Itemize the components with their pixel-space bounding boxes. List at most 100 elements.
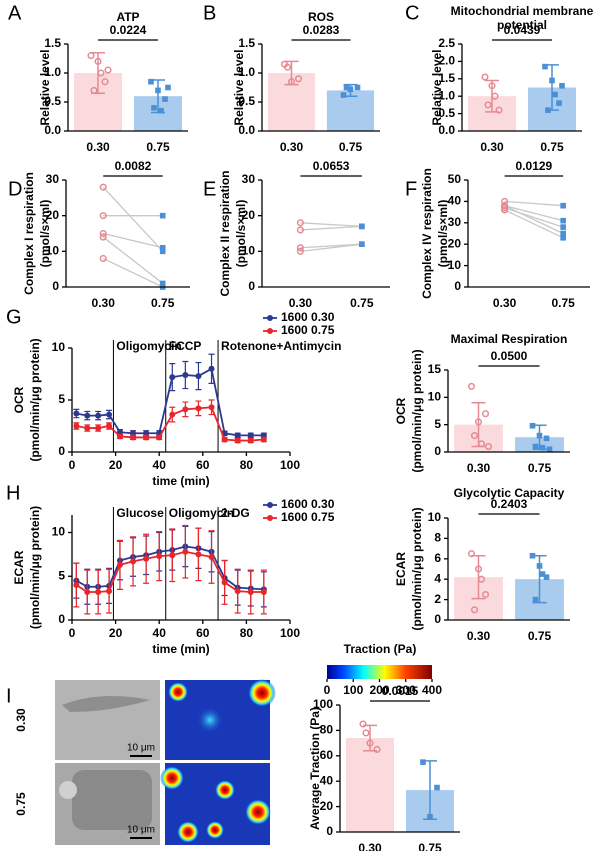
colorbar-tick-label: 200 <box>369 683 389 697</box>
y-tick-label: 60 <box>320 748 334 762</box>
y-axis-label: Complex II respiration <box>218 170 232 296</box>
data-point <box>484 101 492 109</box>
data-point <box>208 365 215 372</box>
data-point <box>143 434 150 441</box>
p-value: 0.0283 <box>303 23 340 37</box>
pair-line <box>300 225 362 231</box>
data-point <box>362 729 370 737</box>
x-tick-label: 0.30 <box>92 296 116 310</box>
data-point <box>260 589 267 595</box>
x-tick-label: 40 <box>153 626 167 640</box>
panel-letter: H <box>6 482 20 504</box>
data-point <box>467 550 476 558</box>
pair-line <box>504 205 564 222</box>
data-point <box>159 248 166 255</box>
y-tick-label: 0 <box>434 612 441 626</box>
y-tick-label: 20 <box>448 236 462 250</box>
panel-letter: B <box>203 2 216 24</box>
panel-letter: G <box>6 306 22 328</box>
p-value: 0.0015 <box>382 684 419 698</box>
data-point <box>296 244 304 252</box>
data-point <box>532 443 539 450</box>
data-point <box>501 202 509 210</box>
cell-images <box>55 665 432 845</box>
event-label: Rotenone+Antimycin <box>221 339 341 353</box>
data-point <box>156 434 163 441</box>
data-point <box>182 548 189 555</box>
data-point <box>467 382 476 390</box>
y-tick-label: 5 <box>434 417 441 431</box>
data-point <box>148 78 154 85</box>
data-point <box>340 92 347 98</box>
data-point <box>359 720 367 728</box>
chart-title: Glycolytic Capacity <box>454 486 565 500</box>
colorbar-title: Traction (Pa) <box>344 642 417 656</box>
data-point <box>529 552 536 559</box>
panel-letter: F <box>405 178 417 200</box>
colorbar-tick-label: 100 <box>343 683 363 697</box>
y-tick-label: 5 <box>58 568 65 582</box>
pair-line <box>102 186 164 252</box>
x-tick-label: 40 <box>153 458 167 472</box>
y-tick-label: 0 <box>326 824 333 838</box>
pair-line <box>300 243 362 252</box>
y-tick-label: 0.5 <box>238 94 255 108</box>
y-tick-label: 2 <box>434 592 441 606</box>
y-tick-label: 40 <box>320 773 334 787</box>
y-axis-label: OCR <box>12 386 26 413</box>
brightfield-image <box>55 680 160 760</box>
data-point <box>543 574 550 580</box>
data-point <box>106 411 113 418</box>
chart-title: ROS <box>308 10 334 24</box>
data-point <box>234 437 241 444</box>
data-point <box>101 78 109 86</box>
data-point <box>234 588 241 595</box>
y-tick-label: 20 <box>320 799 334 813</box>
data-point <box>296 247 304 255</box>
y-tick-label: 1.5 <box>238 36 255 50</box>
x-tick-label: 0 <box>69 626 76 640</box>
data-point <box>559 82 565 89</box>
y-tick-label: 1.0 <box>44 65 61 79</box>
data-point <box>221 579 228 586</box>
data-point <box>488 82 496 90</box>
data-point <box>106 588 113 595</box>
y-axis-label: ECAR <box>12 550 26 584</box>
y-tick-label: 8 <box>434 531 441 545</box>
p-value: 0.0224 <box>110 23 147 37</box>
y-tick-label: 20 <box>242 208 256 222</box>
data-point <box>95 589 102 595</box>
data-point <box>195 405 202 412</box>
x-tick-label: 0.75 <box>551 296 575 310</box>
x-tick-label: 0 <box>69 458 76 472</box>
legend-label: 1600 0.30 <box>281 310 335 324</box>
data-point <box>169 411 176 418</box>
data-point <box>477 575 486 583</box>
scale-label: 10 μm <box>127 825 155 836</box>
data-point <box>169 552 176 559</box>
x-tick-label: 0.75 <box>350 296 374 310</box>
p-value: 0.0653 <box>313 159 350 173</box>
data-point <box>343 84 350 91</box>
data-point <box>474 565 483 573</box>
data-point <box>481 410 490 418</box>
data-point <box>481 73 489 81</box>
y-axis-label: Relative level <box>430 49 444 125</box>
x-tick-label: 0.75 <box>540 140 564 154</box>
data-point <box>501 206 509 214</box>
data-point <box>73 582 80 588</box>
pair-line <box>504 200 564 207</box>
data-point <box>260 436 267 443</box>
colorbar-tick-label: 0 <box>324 683 331 697</box>
cell <box>59 781 77 799</box>
row-label: 0.30 <box>14 708 28 732</box>
legend-label: 1600 0.75 <box>281 510 335 524</box>
y-tick-label: 0 <box>434 444 441 458</box>
legend-swatch <box>267 515 273 521</box>
y-tick-label: 1.5 <box>438 71 455 85</box>
y-tick-label: 10 <box>428 390 442 404</box>
data-point <box>543 435 550 442</box>
data-point <box>420 759 426 765</box>
data-point <box>549 77 555 84</box>
x-tick-label: 0.75 <box>339 140 363 154</box>
